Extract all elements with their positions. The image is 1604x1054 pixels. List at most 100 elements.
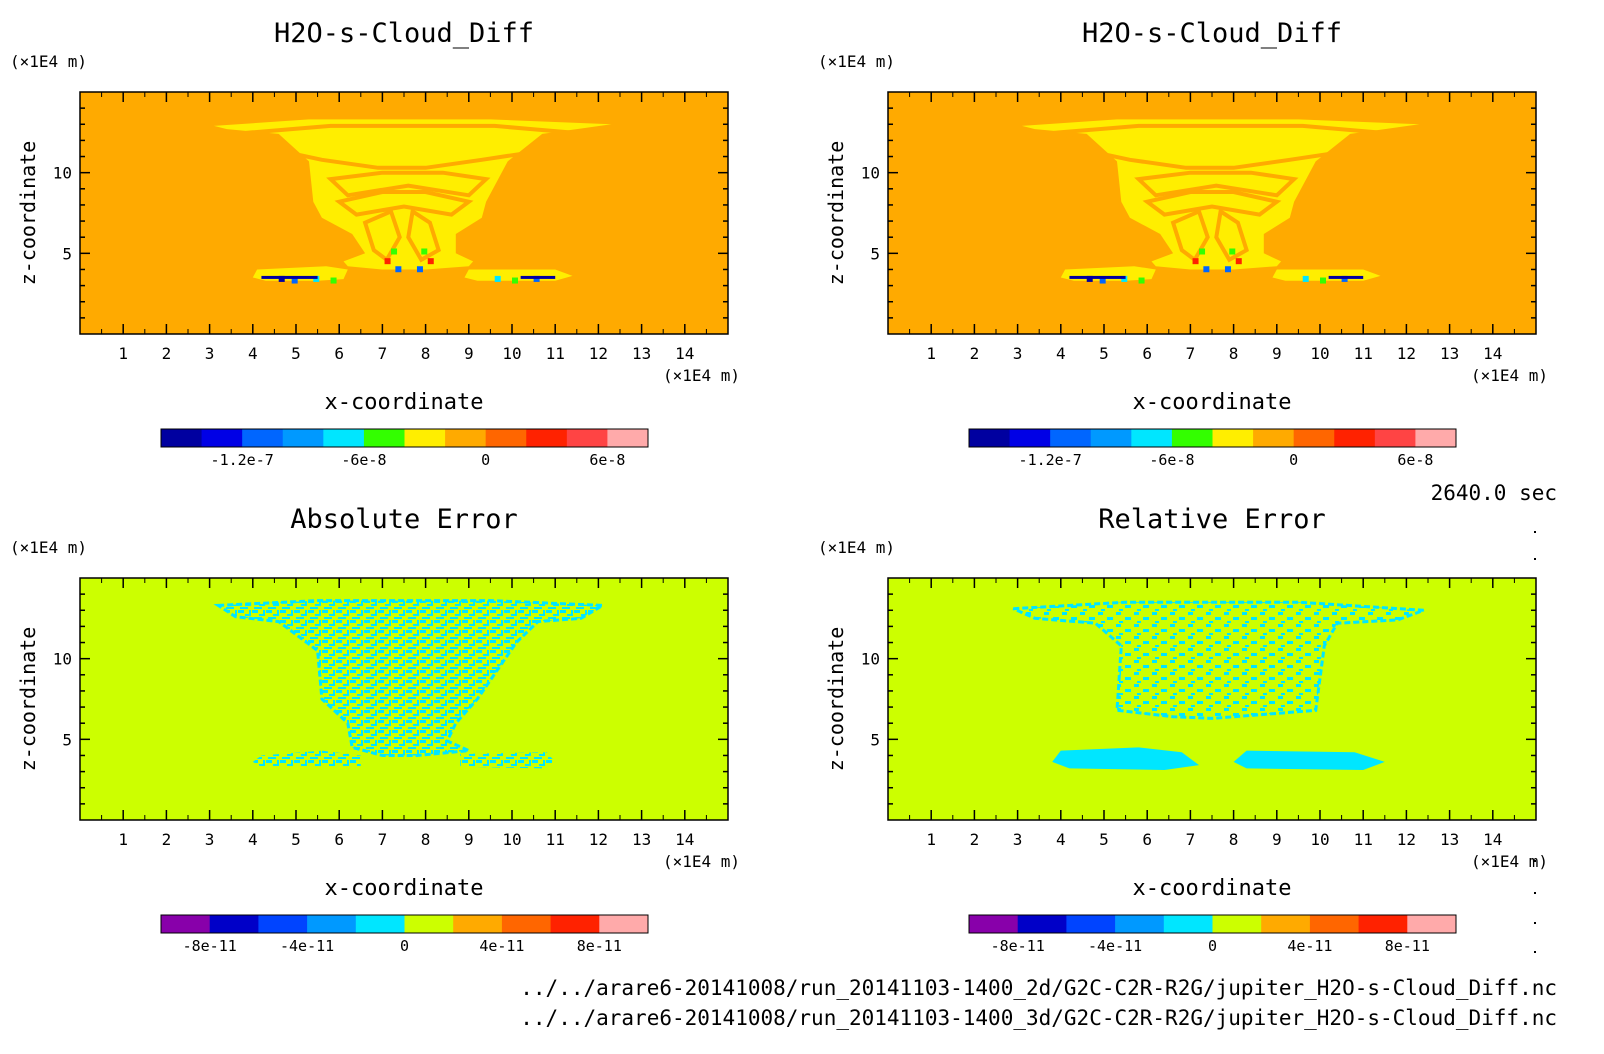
colour-cell [1224, 266, 1231, 273]
x-tick-label: 3 [205, 344, 215, 363]
colour-cell [421, 248, 428, 255]
y-tick-label: 10 [53, 650, 72, 669]
colorbar-swatch [1009, 429, 1051, 447]
x-tick-label: 9 [1272, 344, 1282, 363]
x-tick-label: 14 [675, 344, 694, 363]
colorbar-swatch [363, 429, 405, 447]
x-tick-label: 5 [1099, 344, 1109, 363]
y-unit-label: (×1E4 m) [10, 52, 87, 71]
x-tick-label: 14 [675, 830, 694, 849]
colorbar-swatch [1115, 915, 1165, 933]
contour-band [245, 123, 576, 170]
colorbar-tick-label: 4e-11 [479, 937, 524, 955]
colorbar-tick-label: -8e-11 [991, 937, 1045, 955]
contour-band [1214, 208, 1249, 263]
colorbar-swatch [485, 429, 527, 447]
x-tick-label: 1 [926, 830, 936, 849]
x-tick-label: 6 [334, 830, 344, 849]
x-tick-label: 6 [1142, 830, 1152, 849]
colorbar-tick-label: -6e-8 [1149, 451, 1194, 469]
chart-title: H2O-s-Cloud_Diff [274, 18, 534, 49]
contour-band [1142, 190, 1282, 217]
y-tick-label: 5 [62, 244, 72, 263]
colour-cell [1229, 248, 1236, 255]
colorbar-swatch [161, 915, 211, 933]
colorbar-swatch [307, 915, 357, 933]
x-tick-label: 10 [502, 344, 521, 363]
x-tick-label: 12 [1397, 344, 1416, 363]
x-tick-label: 11 [1354, 830, 1373, 849]
colorbar-tick-label: -1.2e-7 [211, 451, 274, 469]
colorbar-swatch [1415, 429, 1457, 447]
colorbar-swatch [599, 915, 649, 933]
colorbar-tick-label: 0 [1289, 451, 1298, 469]
colorbar-swatch [501, 915, 552, 933]
colour-cell [391, 248, 398, 255]
x-tick-label: 6 [1142, 344, 1152, 363]
colorbar-swatch [1293, 429, 1335, 447]
file-path-3d: ../../arare6-20141008/run_20141103-1400_… [520, 1006, 1557, 1030]
time-label: 2640.0 sec [1431, 481, 1557, 505]
colour-cell [1302, 275, 1309, 282]
colorbar-swatch [201, 429, 243, 447]
colorbar-swatch [282, 429, 324, 447]
colorbar-swatch [1163, 915, 1213, 933]
y-tick-label: 5 [870, 244, 880, 263]
contour-band [1053, 123, 1384, 170]
x-tick-label: 9 [464, 344, 474, 363]
dark-streak [261, 275, 318, 279]
x-tick-label: 3 [1013, 344, 1023, 363]
x-tick-label: 7 [1186, 344, 1196, 363]
x-tick-label: 13 [1440, 344, 1459, 363]
colour-cell [1235, 258, 1242, 265]
error-region-right [460, 752, 556, 769]
colorbar-swatch [453, 915, 503, 933]
x-tick-label: 9 [1272, 830, 1282, 849]
colorbar-swatch [258, 915, 308, 933]
colorbar-swatch [969, 915, 1019, 933]
x-tick-label: 9 [464, 830, 474, 849]
x-tick-label: 6 [334, 344, 344, 363]
colorbar-swatch [1212, 915, 1262, 933]
contour-band [406, 208, 441, 263]
error-region-left [1052, 747, 1199, 770]
colour-cell [427, 258, 434, 265]
colorbar-tick-label: -6e-8 [341, 451, 386, 469]
x-tick-label: 11 [1354, 344, 1373, 363]
colorbar-frame [968, 914, 1457, 934]
y-unit-label: (×1E4 m) [818, 52, 895, 71]
x-tick-label: 4 [248, 344, 258, 363]
colour-cell [384, 258, 391, 265]
y-axis-label: z-coordinate [824, 627, 848, 772]
colorbar-swatch [1334, 429, 1376, 447]
file-path-2d: ../../arare6-20141008/run_20141103-1400_… [520, 976, 1557, 1000]
colour-cell [1320, 277, 1326, 284]
colorbar-swatch [550, 915, 600, 933]
y-axis-label: z-coordinate [824, 141, 848, 286]
contour-band [326, 170, 491, 198]
colour-cell [494, 275, 501, 282]
colorbar: -8e-11 -4e-11 0 4e-11 8e-11 [160, 914, 649, 955]
colorbar-swatch [242, 429, 284, 447]
colorbar-tick-label: 4e-11 [1287, 937, 1332, 955]
x-tick-label: 3 [205, 830, 215, 849]
x-tick-label: 2 [162, 830, 172, 849]
x-tick-label: 14 [1483, 830, 1502, 849]
colorbar-swatch [1131, 429, 1173, 447]
colour-cell [330, 277, 337, 284]
colorbar-swatch [607, 429, 649, 447]
colorbar-tick-label: 6e-8 [589, 451, 625, 469]
colorbar-swatch [1407, 915, 1457, 933]
colorbar-swatch [969, 429, 1011, 447]
colorbar-swatch [1261, 915, 1311, 933]
colorbar-tick-label: 0 [400, 937, 409, 955]
x-tick-label: 4 [1056, 830, 1066, 849]
colorbar-swatch [1212, 429, 1254, 447]
x-tick-label: 4 [1056, 344, 1066, 363]
contour-band [334, 190, 474, 217]
dark-streak [520, 275, 556, 279]
colorbar: -8e-11 -4e-11 0 4e-11 8e-11 [968, 914, 1457, 955]
colorbar-tick-label: 0 [481, 451, 490, 469]
x-unit-label: (×1E4 m) [663, 852, 740, 871]
